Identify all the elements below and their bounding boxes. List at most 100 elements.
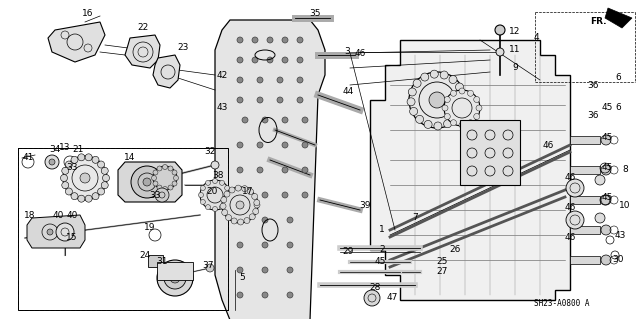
Text: 31: 31 (156, 257, 168, 266)
Bar (570, 226, 600, 234)
Circle shape (211, 161, 219, 169)
Circle shape (152, 175, 157, 181)
Circle shape (257, 77, 263, 83)
Bar (570, 166, 600, 174)
Text: 42: 42 (216, 70, 228, 79)
Circle shape (302, 167, 308, 173)
Bar (157, 262, 193, 280)
Circle shape (97, 161, 104, 168)
Circle shape (212, 179, 218, 183)
Circle shape (236, 185, 241, 191)
Circle shape (63, 156, 107, 200)
Circle shape (237, 242, 243, 248)
Circle shape (222, 187, 258, 223)
Circle shape (168, 166, 173, 171)
Circle shape (61, 174, 67, 182)
Circle shape (444, 97, 451, 102)
Text: 4: 4 (533, 33, 539, 42)
Text: 26: 26 (449, 246, 461, 255)
Circle shape (85, 195, 92, 202)
Circle shape (277, 97, 283, 103)
Circle shape (237, 192, 243, 198)
Circle shape (262, 217, 268, 223)
Bar (460, 120, 520, 185)
Circle shape (231, 218, 237, 224)
Circle shape (440, 71, 448, 79)
Text: 46: 46 (564, 174, 576, 182)
Circle shape (429, 92, 445, 108)
Text: 44: 44 (342, 87, 354, 97)
Circle shape (257, 97, 263, 103)
Circle shape (413, 79, 421, 87)
Circle shape (237, 97, 243, 103)
Circle shape (249, 214, 255, 220)
Circle shape (200, 186, 205, 190)
Text: 43: 43 (614, 231, 626, 240)
Circle shape (220, 180, 225, 185)
Text: 10: 10 (620, 201, 631, 210)
Circle shape (297, 77, 303, 83)
Circle shape (495, 25, 505, 35)
Text: 45: 45 (602, 194, 612, 203)
Circle shape (444, 120, 452, 128)
Circle shape (444, 90, 480, 126)
Circle shape (227, 192, 232, 197)
Circle shape (157, 185, 162, 190)
Circle shape (92, 193, 99, 200)
Circle shape (282, 167, 288, 173)
Circle shape (62, 167, 68, 174)
Circle shape (262, 192, 268, 198)
Circle shape (237, 37, 243, 43)
Circle shape (56, 223, 74, 241)
Circle shape (71, 193, 78, 200)
Circle shape (205, 204, 211, 210)
Text: 30: 30 (612, 256, 624, 264)
Circle shape (267, 37, 273, 43)
Circle shape (459, 93, 467, 100)
Text: 38: 38 (212, 170, 224, 180)
Text: 9: 9 (512, 63, 518, 72)
Circle shape (449, 76, 457, 84)
Circle shape (595, 213, 605, 223)
Circle shape (262, 242, 268, 248)
Circle shape (451, 90, 456, 96)
Text: 47: 47 (387, 293, 397, 302)
Circle shape (474, 97, 480, 102)
Polygon shape (605, 8, 632, 28)
Text: FR.: FR. (589, 18, 606, 26)
Circle shape (254, 202, 260, 208)
Circle shape (601, 195, 611, 205)
Text: 21: 21 (72, 145, 84, 154)
Text: 7: 7 (412, 213, 418, 222)
Circle shape (302, 142, 308, 148)
Circle shape (601, 255, 611, 265)
Text: 6: 6 (615, 73, 621, 83)
Text: SH23-A0800 A: SH23-A0800 A (534, 300, 589, 308)
Circle shape (282, 37, 288, 43)
Circle shape (262, 292, 268, 298)
Circle shape (459, 122, 465, 128)
Circle shape (476, 105, 482, 111)
Circle shape (212, 206, 218, 211)
Text: 11: 11 (509, 46, 521, 55)
Circle shape (262, 267, 268, 273)
Circle shape (248, 189, 253, 195)
Circle shape (155, 188, 169, 202)
Circle shape (153, 170, 158, 175)
Circle shape (200, 180, 230, 210)
Circle shape (220, 203, 226, 209)
Bar (148, 255, 163, 267)
Text: 32: 32 (204, 147, 216, 157)
Text: 14: 14 (124, 152, 136, 161)
Text: 1: 1 (379, 226, 385, 234)
Circle shape (172, 181, 177, 186)
Circle shape (170, 273, 180, 283)
Text: 8: 8 (622, 166, 628, 174)
Circle shape (221, 197, 227, 203)
Text: 45: 45 (602, 164, 612, 173)
Text: 46: 46 (564, 204, 576, 212)
Circle shape (254, 200, 260, 206)
Circle shape (237, 57, 243, 63)
Circle shape (287, 242, 293, 248)
Circle shape (49, 159, 55, 165)
